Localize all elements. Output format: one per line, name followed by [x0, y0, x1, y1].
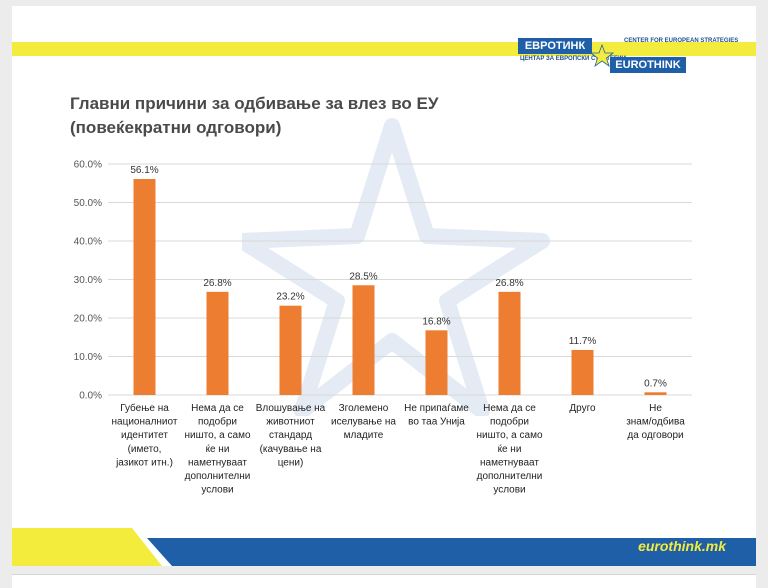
- eurothink-logo: ЕВРОТИНК ЦЕНТАР ЗА ЕВРОПСКИ СТРАТЕГИИ CE…: [518, 38, 739, 76]
- bar: [206, 291, 229, 395]
- y-tick-label: 50.0%: [74, 198, 102, 209]
- bar: [425, 330, 448, 395]
- x-category-label: Друго: [569, 403, 596, 414]
- bar: [571, 349, 594, 395]
- x-category-label: Зголемено иселување на младите: [331, 403, 396, 441]
- logo-mk-name: ЕВРОТИНК: [518, 38, 592, 54]
- slide: ЕВРОТИНК ЦЕНТАР ЗА ЕВРОПСКИ СТРАТЕГИИ CE…: [12, 6, 756, 566]
- data-label: 56.1%: [130, 165, 158, 176]
- data-label: 28.5%: [349, 271, 377, 282]
- y-tick-label: 0.0%: [79, 391, 102, 402]
- data-label: 0.7%: [644, 378, 667, 389]
- y-tick-label: 10.0%: [74, 352, 102, 363]
- bar: [498, 291, 521, 395]
- data-label: 11.7%: [569, 336, 597, 347]
- website-label: eurothink.mk: [638, 538, 726, 554]
- data-label: 26.8%: [495, 278, 523, 289]
- logo-mk-subtitle: ЦЕНТАР ЗА ЕВРОПСКИ СТРАТЕГИИ: [520, 56, 627, 62]
- x-category-label: Не припаѓаме во таа Унија: [404, 403, 469, 428]
- x-category-label: Нема да се подобри ништо, а само ќе ни намет…: [476, 403, 542, 496]
- logo-en-name: EUROTHINK: [610, 57, 686, 73]
- data-label: 26.8%: [203, 278, 231, 289]
- data-label: 23.2%: [276, 292, 304, 303]
- data-label: 16.8%: [422, 316, 450, 327]
- next-slide-edge: [12, 574, 756, 588]
- bar: [644, 392, 667, 395]
- x-category-label: Нема да се подобри ништо, а само ќе ни намет…: [184, 403, 250, 496]
- star-watermark-icon: [242, 118, 550, 416]
- chart-title-line-2: (повеќекратни одговори): [70, 118, 282, 137]
- x-category-label: Влошување на животниот стандард (качување н…: [256, 403, 326, 468]
- bar: [352, 285, 375, 395]
- y-tick-label: 60.0%: [74, 160, 102, 171]
- bar: [133, 179, 156, 395]
- bar-chart: 0.0% 10.0% 20.0% 30.0% 40.0% 50.0% 60.0% 56.1% Г…: [74, 160, 692, 496]
- x-category-label: Не знам/одбива да одговори: [626, 403, 685, 441]
- y-tick-label: 30.0%: [74, 275, 102, 286]
- chart-title: Главни причини за одбивање за влез во ЕУ…: [70, 92, 670, 140]
- y-tick-label: 20.0%: [74, 314, 102, 325]
- bar: [279, 305, 302, 395]
- star-icon: [590, 44, 614, 68]
- logo-en-subtitle: CENTER FOR EUROPEAN STRATEGIES: [624, 38, 739, 44]
- bottom-band: [12, 528, 756, 566]
- chart-title-line-1: Главни причини за одбивање за влез во ЕУ: [70, 94, 439, 113]
- x-category-label: Губење на националниот идентитет (името, јаз…: [112, 402, 178, 468]
- y-tick-label: 40.0%: [74, 237, 102, 248]
